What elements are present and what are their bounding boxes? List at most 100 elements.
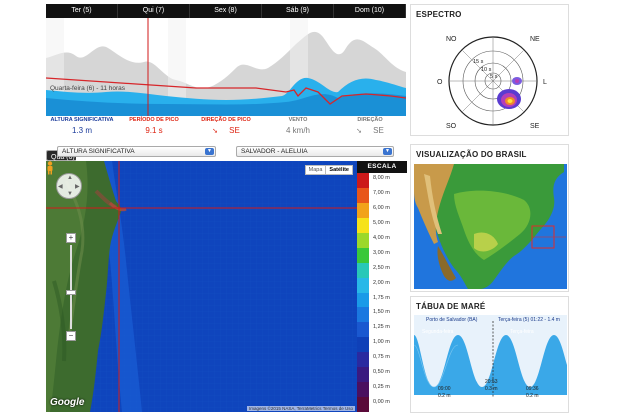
- scale-row: 0,25 m: [357, 382, 407, 398]
- metrics-row: ALTURA SIGNIFICATIVA 1.3 m PERÍODO DE PI…: [46, 116, 406, 140]
- spectrum-panel: ESPECTRO 15 s 10 s 5 s NO NE O L SO: [410, 4, 569, 136]
- pan-right-icon[interactable]: ▶: [75, 184, 80, 190]
- scale-label: 5,00 m: [373, 219, 390, 226]
- variable-select-value: ALTURA SIGNIFICATIVA: [62, 148, 135, 155]
- tide-current: Terça-feira (5) 01:22 - 1.4 m: [498, 317, 560, 323]
- scale-swatch: [357, 367, 369, 383]
- scale-row: 8,00 m: [357, 173, 407, 188]
- pan-up-icon[interactable]: ▲: [67, 175, 73, 181]
- dir-label-l: L: [543, 79, 547, 86]
- dir-label-o: O: [437, 79, 443, 86]
- forecast-chart: [46, 18, 406, 116]
- scale-label: 0,75 m: [373, 354, 390, 361]
- map-type-control: Mapa Satélite: [304, 165, 353, 175]
- scale-row: 7,00 m: [357, 187, 407, 203]
- ring-label-5: 5 s: [490, 74, 498, 80]
- scale-row: 0,50 m: [357, 367, 407, 383]
- location-select-value: SALVADOR - ALELUIA: [241, 148, 308, 155]
- metric-peak-direction: DIREÇÃO DE PICO ➘ SE: [201, 117, 251, 135]
- scale-swatch: [357, 352, 369, 368]
- scale-label: 0,50 m: [373, 369, 390, 376]
- scale-label: 2,50 m: [373, 264, 390, 271]
- pan-control[interactable]: ▲ ▼ ◀ ▶: [56, 173, 82, 199]
- zoom-out-button[interactable]: −: [66, 331, 76, 341]
- metric-wind-direction: DIREÇÃO ➘ SE: [356, 117, 384, 135]
- scale-swatch: [357, 173, 369, 188]
- dir-label-so: SO: [446, 123, 457, 130]
- scale-swatch: [357, 217, 369, 233]
- map-attribution[interactable]: Imagens ©2015 NASA, TerraMetrics Termos …: [247, 406, 355, 411]
- map-type-satellite-button[interactable]: Satélite: [325, 166, 352, 174]
- day-tab[interactable]: Ter (5): [46, 4, 118, 18]
- scale-label: 6,00 m: [373, 204, 390, 211]
- dir-label-ne: NE: [530, 36, 540, 43]
- scale-swatch: [357, 322, 369, 338]
- zoom-in-button[interactable]: +: [66, 233, 76, 243]
- scale-row: 1,75 m: [357, 292, 407, 308]
- scale-swatch: [357, 247, 369, 263]
- peak-period-line: [46, 77, 406, 105]
- scale-label: 1,00 m: [373, 339, 390, 346]
- scale-row: 3,00 m: [357, 247, 407, 263]
- scale-label: 2,00 m: [373, 279, 390, 286]
- scale-title: ESCALA: [357, 161, 407, 173]
- forecast-plot[interactable]: Quarta-feira (6) - 11 horas: [46, 18, 406, 116]
- tide-chart[interactable]: Porto de Salvador (BA) Terça-feira (5) 0…: [414, 315, 567, 411]
- scale-row: 6,00 m: [357, 202, 407, 218]
- brazil-map[interactable]: [414, 164, 567, 289]
- day-tab[interactable]: Sex (8): [190, 4, 262, 18]
- day-tab[interactable]: Dom (10): [334, 4, 406, 18]
- scale-swatch: [357, 292, 369, 308]
- chevron-down-icon: ▼: [383, 148, 392, 155]
- location-select[interactable]: SALVADOR - ALELUIA ▼: [236, 146, 394, 157]
- tide-station: Porto de Salvador (BA): [426, 317, 478, 323]
- scale-row: 0,75 m: [357, 352, 407, 368]
- forecast-panel: Ter (5) Qua (6) Qui (7) Sex (8) Sáb (9) Dom (…: [46, 4, 406, 161]
- day-tab[interactable]: Sáb (9): [262, 4, 334, 18]
- scale-row: 4,00 m: [357, 232, 407, 248]
- scale-row: 5,00 m: [357, 217, 407, 233]
- arrow-icon: ➘: [356, 128, 363, 135]
- scale-label: 1,25 m: [373, 324, 390, 331]
- tide-tick-height: 0.2 m: [438, 393, 451, 399]
- map-canvas: [46, 161, 357, 412]
- scale-swatch: [357, 382, 369, 398]
- google-logo: Google: [50, 397, 85, 408]
- scale-row: 0,00 m: [357, 397, 407, 412]
- dir-label-se: SE: [530, 123, 540, 130]
- scale-row: 1,50 m: [357, 307, 407, 323]
- scale-swatch: [357, 187, 369, 203]
- pan-down-icon[interactable]: ▼: [67, 191, 73, 197]
- scale-label: 8,00 m: [373, 175, 390, 181]
- scale-swatch: [357, 337, 369, 353]
- scale-legend: ESCALA 8,00 m 7,00 m 6,00 m 5,00 m 4,00 m 3,0…: [357, 161, 407, 412]
- zoom-slider-thumb[interactable]: [66, 290, 76, 295]
- scale-label: 0,00 m: [373, 399, 390, 406]
- pegman-icon[interactable]: [46, 161, 54, 175]
- map-view[interactable]: Mapa Satélite ▲ ▼ ◀ ▶ + − Google Imagens…: [46, 161, 357, 412]
- zoom-track[interactable]: [70, 245, 72, 329]
- scale-swatch: [357, 262, 369, 278]
- scale-swatch: [357, 397, 369, 412]
- day-tabs: Ter (5) Qua (6) Qui (7) Sex (8) Sáb (9) Dom (…: [46, 4, 406, 161]
- scale-row: 1,00 m: [357, 337, 407, 353]
- scale-swatch: [357, 232, 369, 248]
- pan-left-icon[interactable]: ◀: [58, 184, 63, 190]
- variable-select[interactable]: ALTURA SIGNIFICATIVA ▼: [57, 146, 216, 157]
- day-tab[interactable]: Qui (7): [118, 4, 190, 18]
- tide-panel: TÁBUA DE MARÉ Porto de Salvador (BA) Ter…: [410, 296, 569, 413]
- arrow-icon: ➘: [212, 128, 219, 135]
- scale-label: 7,00 m: [373, 189, 390, 196]
- tide-tick-time: 09:00: [438, 386, 451, 392]
- brazil-title: VISUALIZAÇÃO DO BRASIL: [416, 150, 527, 159]
- scale-row: 1,25 m: [357, 322, 407, 338]
- scale-label: 4,00 m: [373, 234, 390, 241]
- spectrum-title: ESPECTRO: [416, 10, 462, 19]
- metric-wind: VENTO 4 km/h: [285, 117, 310, 135]
- brazil-panel: VISUALIZAÇÃO DO BRASIL: [410, 144, 569, 292]
- map-type-map-button[interactable]: Mapa: [308, 167, 323, 173]
- scale-row: 2,00 m: [357, 277, 407, 293]
- dir-label-no: NO: [446, 36, 457, 43]
- zoom-control: + −: [66, 233, 76, 343]
- tide-tick-height: 0.3 m: [485, 386, 498, 392]
